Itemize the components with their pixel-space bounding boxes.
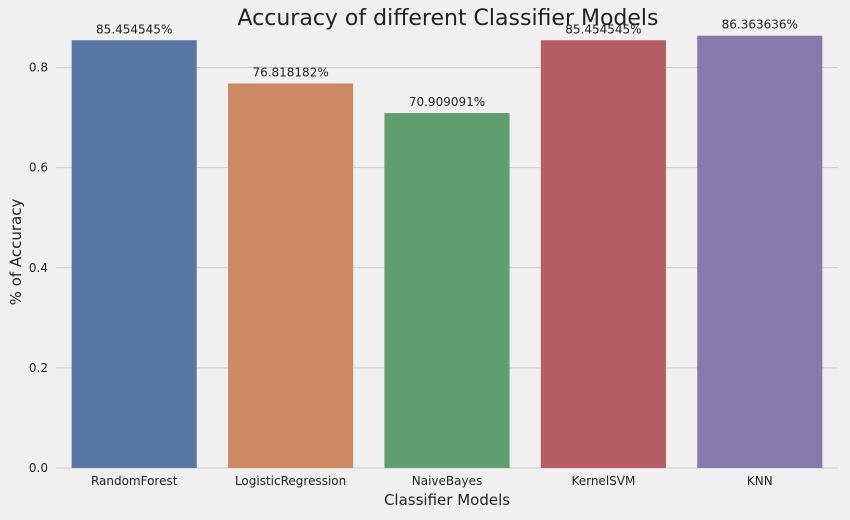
bar — [540, 40, 666, 468]
data-label: 76.818182% — [252, 65, 328, 79]
y-tick-label: 0.0 — [29, 461, 48, 475]
x-tick-label: LogisticRegression — [235, 474, 346, 488]
bar — [71, 40, 197, 468]
x-tick-label: KNN — [747, 474, 773, 488]
bars — [71, 35, 823, 469]
data-labels: 85.454545% 76.818182% 70.909091% 85.454545%… — [96, 18, 798, 109]
data-label: 85.454545% — [565, 22, 641, 36]
bar — [228, 83, 354, 468]
y-tick-label: 0.6 — [29, 161, 48, 175]
data-label: 86.363636% — [722, 18, 798, 32]
chart-title: Accuracy of different Classifier Models — [238, 6, 659, 31]
bar — [697, 35, 823, 469]
bar — [384, 113, 510, 468]
x-tick-label: RandomForest — [91, 474, 178, 488]
x-axis-label: Classifier Models — [384, 491, 510, 509]
x-tick-label: KernelSVM — [571, 474, 635, 488]
y-tick-label: 0.8 — [29, 61, 48, 75]
data-label: 70.909091% — [409, 95, 485, 109]
data-label: 85.454545% — [96, 22, 172, 36]
y-tick-label: 0.4 — [29, 261, 48, 275]
x-tick-label: NaiveBayes — [412, 474, 482, 488]
y-tick-label: 0.2 — [29, 361, 48, 375]
x-axis-ticks: RandomForest LogisticRegression NaiveBayes… — [91, 474, 773, 488]
y-axis-ticks: 0.0 0.2 0.4 0.6 0.8 — [29, 61, 48, 475]
y-axis-label: % of Accuracy — [7, 199, 25, 306]
